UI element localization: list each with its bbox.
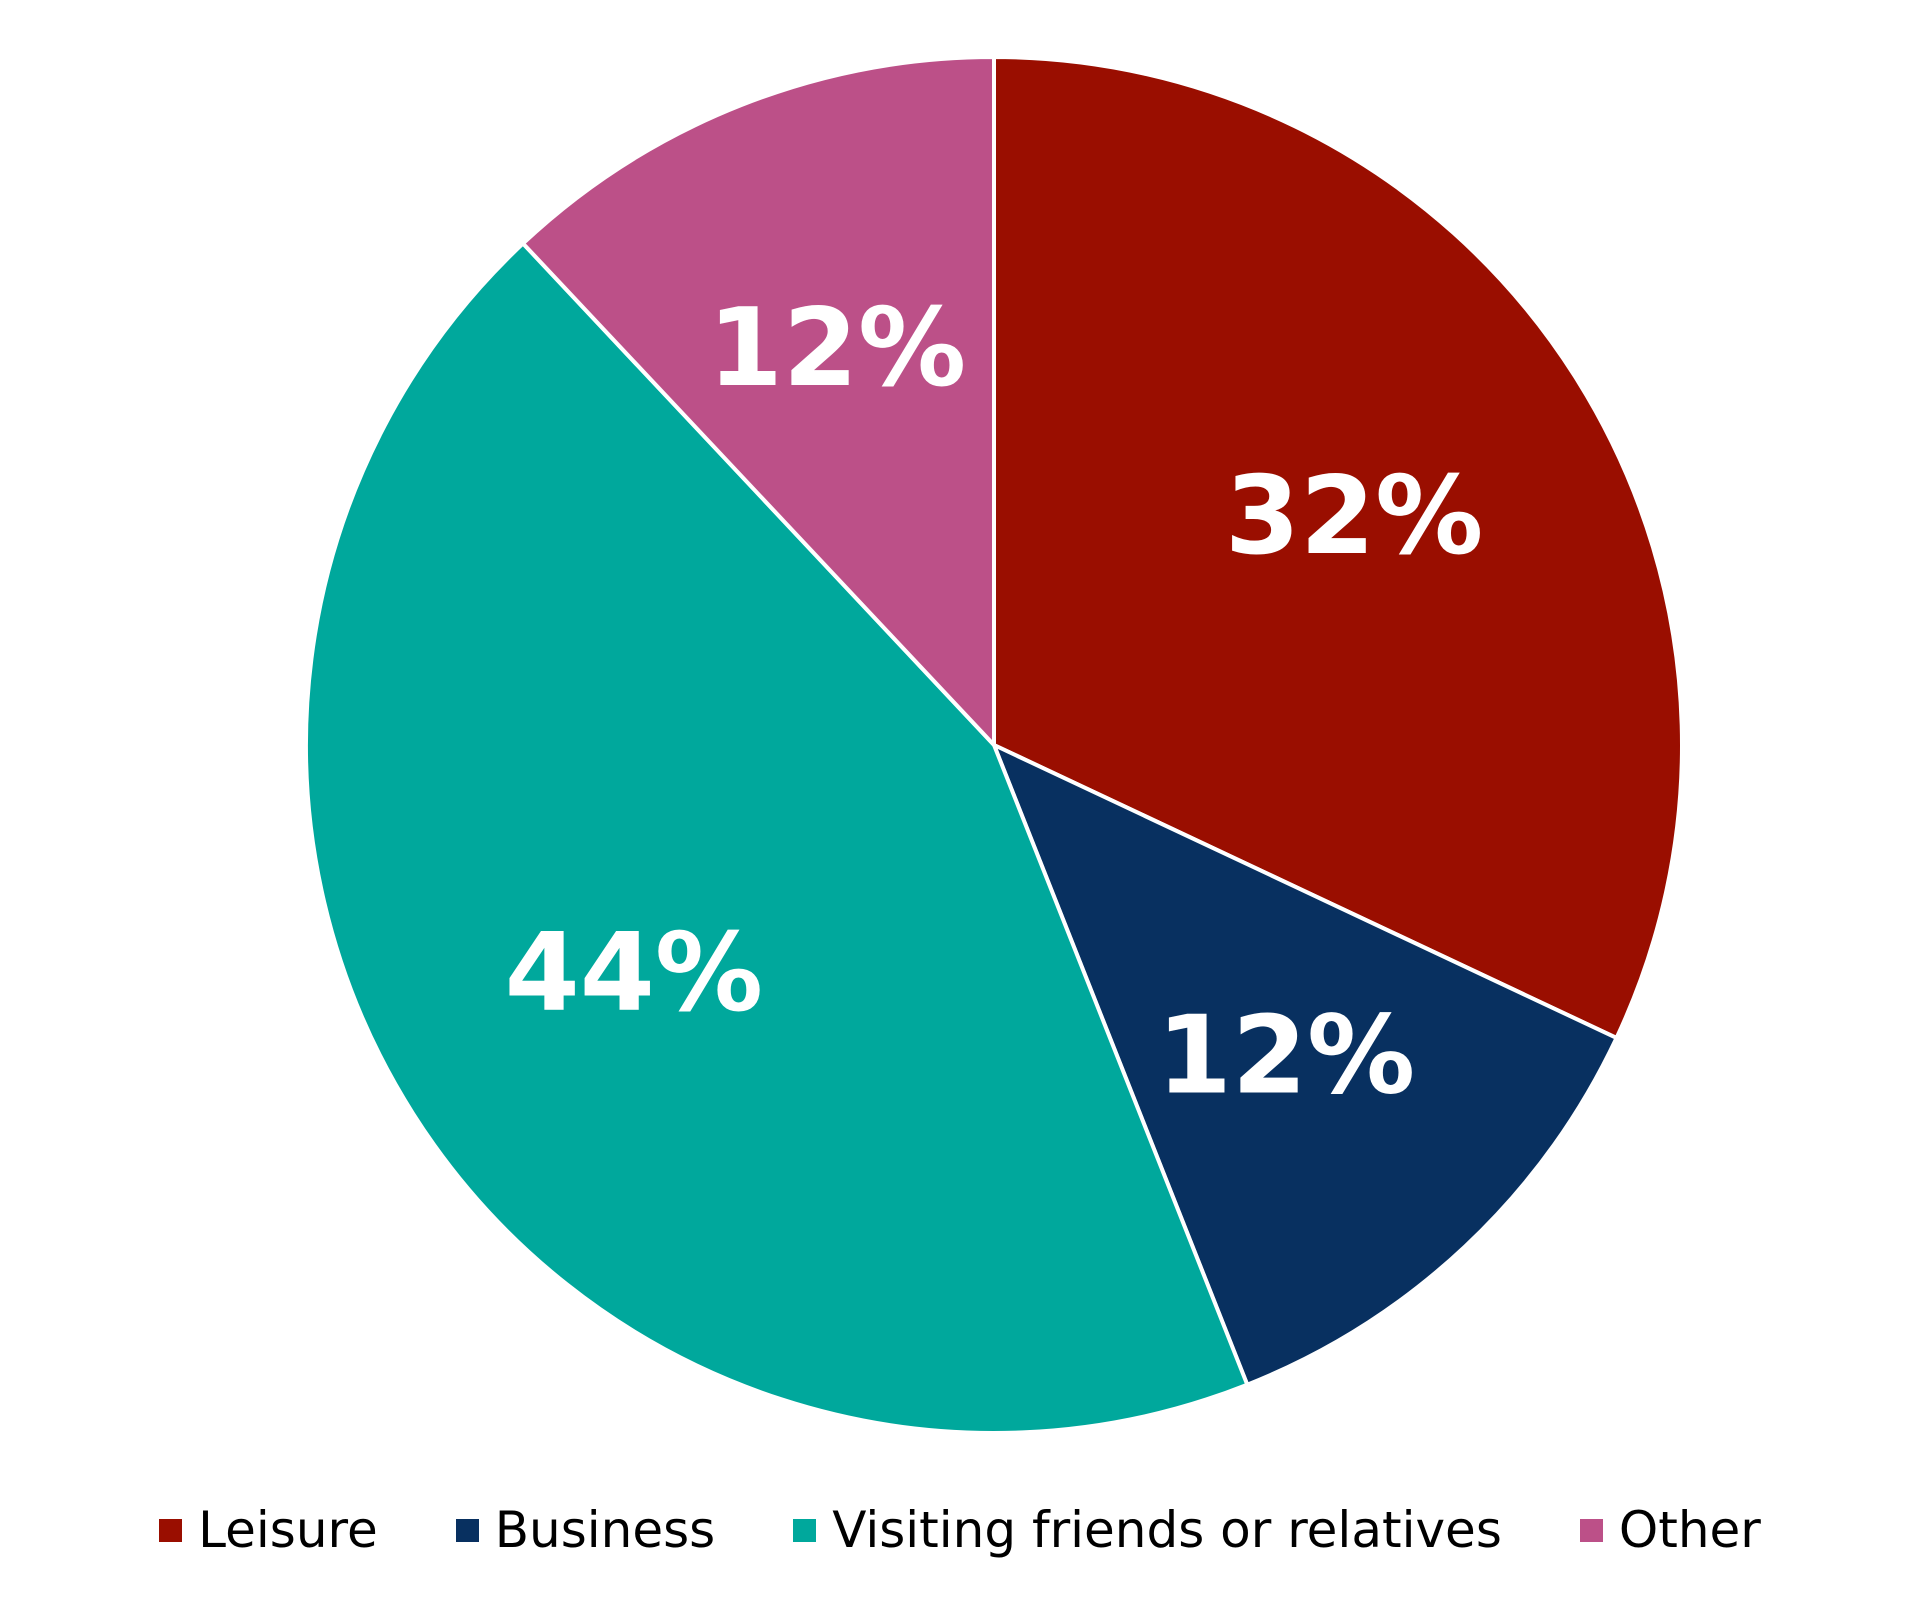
chart-legend: Leisure Business Visiting friends or relat…: [0, 1490, 1920, 1570]
legend-label-visiting-friends-or-relatives: Visiting friends or relatives: [832, 1501, 1502, 1559]
legend-item-visiting-friends-or-relatives: Visiting friends or relatives: [793, 1501, 1502, 1559]
pie-slices: [303, 55, 1685, 1436]
pie-labels: 32% 12% 44% 12%: [505, 286, 1484, 1119]
pie-slice-other: [521, 55, 996, 747]
legend-swatch-visiting-friends-or-relatives: [793, 1518, 817, 1542]
data-label-leisure: 32%: [1225, 454, 1484, 579]
legend-swatch-business: [455, 1518, 479, 1542]
pie-slice-leisure: [992, 55, 1685, 1040]
legend-item-leisure: Leisure: [159, 1501, 378, 1559]
legend-item-other: Other: [1579, 1501, 1761, 1559]
legend-swatch-other: [1579, 1518, 1603, 1542]
data-label-business: 12%: [1157, 993, 1416, 1118]
legend-label-leisure: Leisure: [198, 1501, 378, 1559]
pie-slice-visiting-friends-or-relatives: [303, 241, 1250, 1436]
data-label-visiting-friends-or-relatives: 44%: [505, 911, 764, 1036]
pie-slice-business: [992, 743, 1619, 1387]
legend-swatch-leisure: [159, 1518, 183, 1542]
legend-label-business: Business: [494, 1501, 716, 1559]
legend-item-business: Business: [455, 1501, 716, 1559]
legend-label-other: Other: [1618, 1501, 1761, 1559]
data-label-other: 12%: [708, 286, 967, 411]
